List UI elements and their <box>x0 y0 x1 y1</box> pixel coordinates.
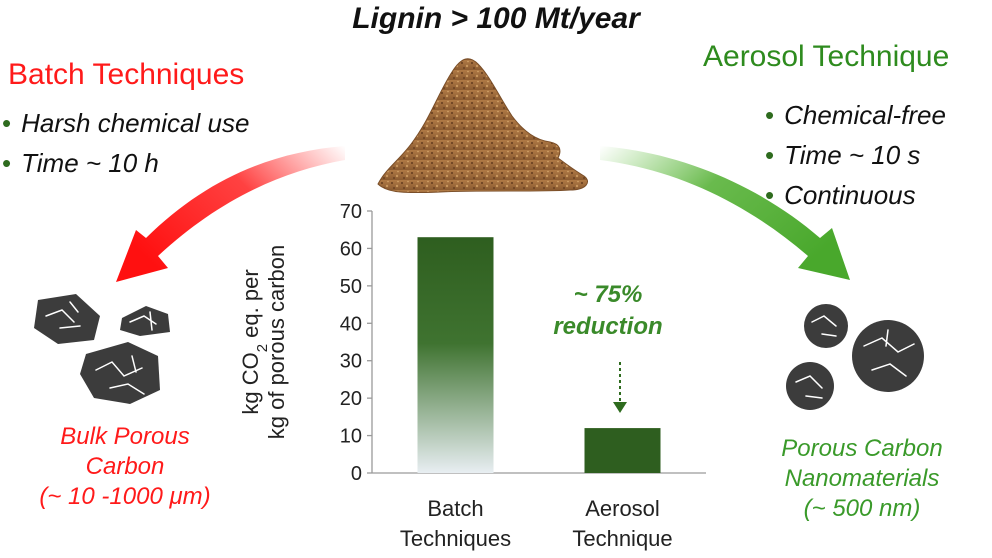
bulk-carbon-label-line-3: (~ 10 -1000 μm) <box>39 483 211 510</box>
aerosol-heading: Aerosol Technique <box>703 40 950 73</box>
batch-bullet-2: • Time ~ 10 h <box>2 148 159 178</box>
y-tick-label: 40 <box>340 313 362 335</box>
porous-particle-icon <box>34 294 100 344</box>
bulk-carbon-label: Bulk Porous Carbon (~ 10 -1000 μm) <box>0 422 250 512</box>
y-axis-label-line-2: kg of porous carbon <box>264 245 289 439</box>
y-tick-label: 20 <box>340 388 362 410</box>
y-tick-label: 10 <box>340 426 362 448</box>
batch-heading: Batch Techniques <box>8 58 245 91</box>
y-tick-label: 0 <box>351 463 362 485</box>
porous-particle-icon <box>80 342 160 404</box>
y-axis-label-line-1: kg CO2 eq. per <box>238 269 271 414</box>
reduction-annotation: ~ 75% <box>574 281 643 308</box>
y-tick-label: 70 <box>340 201 362 223</box>
nanomaterials-label-line-2: Nanomaterials <box>784 465 940 492</box>
aerosol-bullet-2: • Time ~ 10 s <box>765 140 921 170</box>
nanomaterials-label: Porous Carbon Nanomaterials (~ 500 nm) <box>732 434 992 524</box>
bulk-carbon-label-line-2: Carbon <box>85 453 165 480</box>
red-curved-arrow-icon <box>116 146 345 282</box>
nanomaterial-particles <box>786 304 924 410</box>
porous-particle-icon <box>804 304 848 348</box>
bulk-carbon-label-line-1: Bulk Porous <box>60 423 190 450</box>
porous-particle-icon <box>786 362 834 410</box>
bar <box>417 237 494 473</box>
emissions-bar-chart: 0 10 20 30 40 50 60 70 Batch Techniques Aerosol Tec… <box>238 201 706 551</box>
annotation-arrowhead-icon <box>613 402 627 413</box>
porous-particle-icon <box>852 320 924 392</box>
reduction-annotation: reduction <box>553 313 662 340</box>
nanomaterials-label-line-1: Porous Carbon <box>781 435 943 462</box>
figure-title: Lignin > 100 Mt/year <box>352 2 640 35</box>
batch-bullet-1-text: Harsh chemical use <box>21 108 250 138</box>
aerosol-bullet-3-text: Continuous <box>784 180 916 210</box>
batch-bullet-2-text: Time ~ 10 h <box>21 148 159 178</box>
x-tick-label: Batch <box>427 496 483 521</box>
batch-bullet-1: • Harsh chemical use <box>2 108 250 138</box>
porous-particle-icon <box>120 306 170 336</box>
x-tick-label: Aerosol <box>585 496 660 521</box>
green-curved-arrow-icon <box>600 146 850 280</box>
nanomaterials-label-line-3: (~ 500 nm) <box>803 495 921 522</box>
bar <box>584 428 661 473</box>
aerosol-bullet-3: • Continuous <box>765 180 916 210</box>
x-tick-label: Technique <box>572 526 672 551</box>
x-tick-label: Techniques <box>400 526 511 551</box>
y-tick-label: 50 <box>340 276 362 298</box>
aerosol-bullet-2-text: Time ~ 10 s <box>784 140 921 170</box>
aerosol-bullet-1: • Chemical-free <box>765 100 946 130</box>
lignin-pile-icon <box>377 58 588 194</box>
aerosol-bullet-1-text: Chemical-free <box>784 100 946 130</box>
bulk-carbon-particles <box>34 294 170 404</box>
y-tick-label: 60 <box>340 238 362 260</box>
y-tick-label: 30 <box>340 351 362 373</box>
